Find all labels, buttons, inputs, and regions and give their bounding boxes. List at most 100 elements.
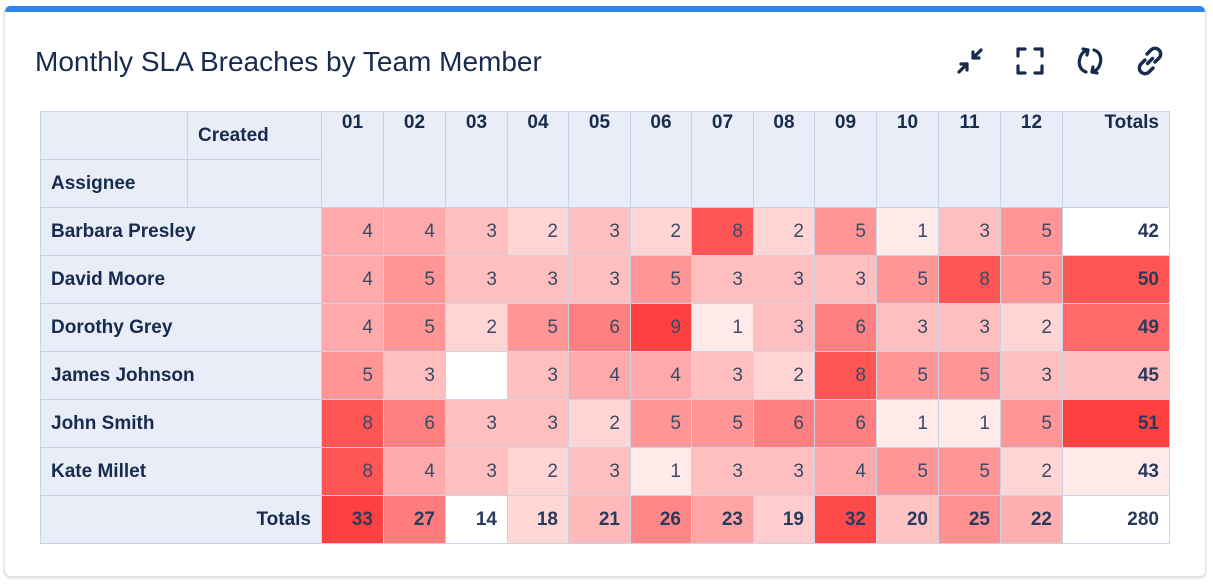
heat-cell[interactable]: 3 [691,447,754,496]
column-header-month[interactable]: 08 [753,111,815,208]
heat-cell[interactable]: 4 [321,303,384,352]
heat-cell[interactable]: 2 [568,399,631,448]
heat-cell[interactable]: 3 [814,255,877,304]
heat-cell[interactable]: 2 [1000,303,1063,352]
heat-cell[interactable]: 9 [630,303,692,352]
heat-cell[interactable]: 5 [383,255,446,304]
heat-cell[interactable]: 4 [814,447,877,496]
heat-cell[interactable]: 5 [507,303,569,352]
fullscreen-button[interactable] [1013,44,1047,78]
heat-cell[interactable]: 3 [691,351,754,400]
assignee-label[interactable]: Kate Millet [40,447,322,496]
heat-cell[interactable]: 8 [321,447,384,496]
heat-cell[interactable]: 3 [753,447,815,496]
heat-cell[interactable]: 3 [445,447,508,496]
column-header-month[interactable]: 05 [568,111,631,208]
heat-cell[interactable]: 5 [1000,255,1063,304]
heat-cell[interactable]: 3 [938,207,1001,256]
table-row: Kate Millet 8 4 3 2 3 1 3 3 4 5 5 2 43 [40,447,1170,496]
collapse-button[interactable] [953,44,987,78]
heat-cell[interactable]: 5 [321,351,384,400]
heat-cell[interactable]: 4 [630,351,692,400]
heat-cell[interactable]: 4 [383,207,446,256]
heat-cell[interactable]: 1 [938,399,1001,448]
heat-cell[interactable]: 2 [507,207,569,256]
heat-cell[interactable]: 2 [1000,447,1063,496]
heat-cell[interactable]: 3 [753,303,815,352]
row-total-cell: 51 [1062,399,1170,448]
heat-cell[interactable]: 2 [507,447,569,496]
row-total-cell: 43 [1062,447,1170,496]
column-header-month[interactable]: 03 [445,111,508,208]
assignee-label[interactable]: James Johnson [40,351,322,400]
heat-cell[interactable]: 3 [445,255,508,304]
column-header-month[interactable]: 02 [383,111,446,208]
heat-cell[interactable]: 5 [938,351,1001,400]
heat-cell[interactable]: 3 [938,303,1001,352]
column-header-totals: Totals [1062,111,1170,208]
heat-cell[interactable]: 2 [753,351,815,400]
heat-cell[interactable]: 5 [876,447,939,496]
heat-cell[interactable]: 6 [383,399,446,448]
heat-cell[interactable]: 5 [630,255,692,304]
heat-cell[interactable]: 8 [938,255,1001,304]
column-header-month[interactable]: 12 [1000,111,1063,208]
heat-cell[interactable]: 3 [568,255,631,304]
heat-cell[interactable]: 8 [814,351,877,400]
assignee-label[interactable]: Dorothy Grey [40,303,322,352]
heat-cell[interactable]: 8 [321,399,384,448]
heat-cell[interactable] [445,351,508,400]
assignee-label[interactable]: Barbara Presley [40,207,322,256]
column-header-month[interactable]: 01 [321,111,384,208]
column-header-month[interactable]: 11 [938,111,1001,208]
heat-cell[interactable]: 5 [383,303,446,352]
heat-cell[interactable]: 3 [507,255,569,304]
heat-cell[interactable]: 3 [1000,351,1063,400]
heat-cell[interactable]: 5 [691,399,754,448]
heat-cell[interactable]: 4 [383,447,446,496]
heat-cell[interactable]: 3 [568,447,631,496]
refresh-button[interactable] [1073,44,1107,78]
heat-cell[interactable]: 5 [938,447,1001,496]
heat-cell[interactable]: 6 [814,399,877,448]
heat-cell[interactable]: 1 [876,207,939,256]
heat-cell[interactable]: 4 [321,207,384,256]
heat-cell[interactable]: 1 [630,447,692,496]
heat-cell[interactable]: 3 [445,207,508,256]
heat-cell[interactable]: 2 [753,207,815,256]
column-header-month[interactable]: 07 [691,111,754,208]
heat-cell[interactable]: 5 [1000,399,1063,448]
column-dimension-label[interactable]: Created [187,111,322,160]
heat-cell[interactable]: 4 [321,255,384,304]
heat-cell[interactable]: 6 [814,303,877,352]
heat-cell[interactable]: 3 [568,207,631,256]
link-button[interactable] [1133,44,1167,78]
heat-cell[interactable]: 1 [691,303,754,352]
heat-cell[interactable]: 8 [691,207,754,256]
heat-cell[interactable]: 5 [814,207,877,256]
heat-cell[interactable]: 2 [630,207,692,256]
heat-cell[interactable]: 4 [568,351,631,400]
column-header-month[interactable]: 09 [814,111,877,208]
heat-cell[interactable]: 3 [753,255,815,304]
heat-cell[interactable]: 3 [383,351,446,400]
heat-cell[interactable]: 3 [507,351,569,400]
heat-cell[interactable]: 5 [630,399,692,448]
heat-cell[interactable]: 5 [876,351,939,400]
heat-cell[interactable]: 6 [753,399,815,448]
assignee-label[interactable]: David Moore [40,255,322,304]
column-header-month[interactable]: 06 [630,111,692,208]
heat-cell[interactable]: 3 [507,399,569,448]
assignee-label[interactable]: John Smith [40,399,322,448]
heat-cell[interactable]: 2 [445,303,508,352]
heat-cell[interactable]: 3 [691,255,754,304]
heat-cell[interactable]: 5 [876,255,939,304]
row-dimension-label[interactable]: Assignee [40,159,188,208]
heat-cell[interactable]: 1 [876,399,939,448]
column-header-month[interactable]: 04 [507,111,569,208]
heat-cell[interactable]: 3 [445,399,508,448]
column-header-month[interactable]: 10 [876,111,939,208]
heat-cell[interactable]: 6 [568,303,631,352]
heat-cell[interactable]: 3 [876,303,939,352]
heat-cell[interactable]: 5 [1000,207,1063,256]
